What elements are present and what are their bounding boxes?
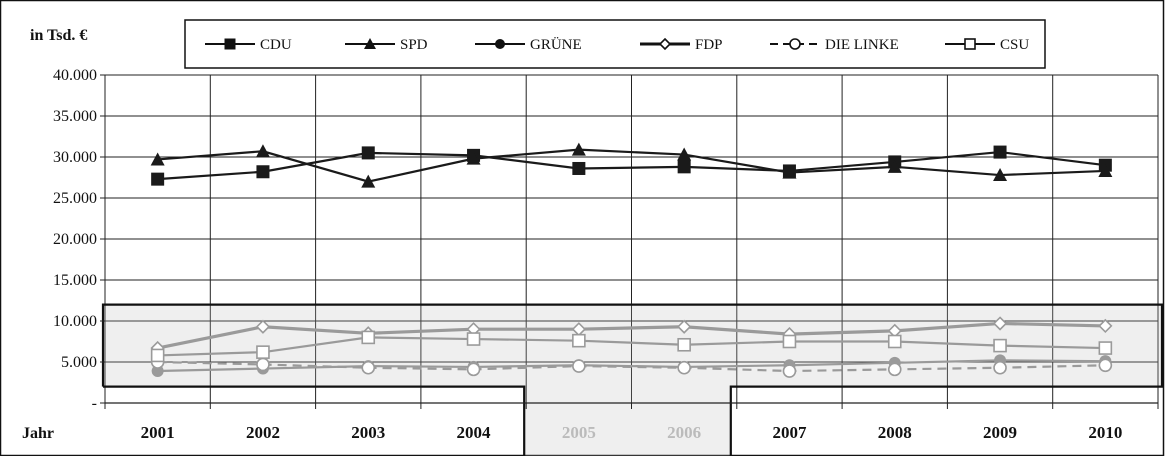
y-tick-label: 5.000 (61, 354, 97, 371)
x-axis-label: Jahr (22, 425, 54, 442)
legend-marker-csu (964, 38, 976, 50)
data-point-die-linke (361, 360, 376, 375)
x-tick-label: 2003 (351, 423, 385, 442)
y-tick-label: 10.000 (53, 313, 97, 330)
series-line-fdp (157, 321, 1106, 350)
data-point-cdu (993, 145, 1007, 159)
dimmed-years-fill (524, 386, 731, 456)
axis-layer: - 5.000 10.000 15.000 20.000 25.000 30.000 35.0… (53, 67, 1159, 442)
legend-label-fdp: FDP (695, 37, 723, 53)
y-tick-label: 15.000 (53, 272, 97, 289)
data-point-spd (571, 142, 586, 156)
data-point-fdp (1098, 318, 1113, 334)
y-unit-label: in Tsd. € (30, 27, 87, 44)
series-line-cdu (157, 150, 1106, 181)
series-line-csu (157, 336, 1106, 357)
data-point-spd (466, 151, 481, 165)
x-tick-label: 2005 (562, 423, 596, 442)
data-point-die-linke (572, 359, 586, 373)
y-tick-label: - (92, 395, 97, 412)
data-point-csu (572, 333, 586, 348)
data-point-csu (677, 337, 691, 352)
legend-marker-cdu (224, 38, 236, 50)
x-tick-label: 2010 (1088, 423, 1122, 442)
data-point-spd (1098, 163, 1113, 177)
data-point-fdp (255, 319, 271, 334)
data-point-die-linke (466, 362, 481, 377)
data-point-die-linke (993, 360, 1007, 375)
data-point-csu (887, 334, 902, 349)
data-point-csu (782, 334, 797, 349)
x-tick-label: 2008 (878, 423, 912, 442)
y-tick-label: 20.000 (53, 231, 97, 248)
data-point-cdu (256, 165, 270, 179)
legend-marker-die-linke (789, 38, 801, 50)
legend-box (184, 19, 1046, 69)
data-point-fdp (992, 316, 1008, 331)
y-tick-label: 25.000 (53, 190, 97, 207)
data-point-fdp (677, 319, 692, 334)
legend-marker-grüne (495, 39, 505, 49)
x-tick-label: 2001 (141, 423, 175, 442)
x-tick-label: 2002 (246, 423, 280, 442)
data-point-die-linke (887, 362, 902, 377)
x-tick-label: 2007 (772, 423, 807, 442)
legend-label-csu: CSU (1000, 37, 1029, 53)
data-point-spd (993, 168, 1008, 182)
legend-label-die-linke: DIE LINKE (825, 37, 899, 53)
data-point-die-linke (256, 357, 270, 372)
y-tick-label: 35.000 (53, 108, 97, 125)
data-point-csu (150, 348, 165, 363)
data-point-spd (677, 147, 692, 161)
data-point-csu (256, 345, 270, 359)
y-tick-label: 40.000 (53, 67, 97, 84)
highlight-band-outline (101, 303, 1164, 456)
data-point-csu (361, 330, 376, 345)
legend-marker-fdp (658, 37, 672, 51)
legend-label-grüne: GRÜNE (530, 36, 582, 53)
legend: CDU SPD GRÜNE FDP DIE LINKE CSU (184, 19, 1046, 69)
x-tick-label: 2006 (667, 423, 701, 442)
x-tick-label: 2004 (457, 423, 492, 442)
data-point-spd (782, 165, 797, 179)
data-point-csu (466, 332, 481, 346)
data-point-csu (1098, 341, 1113, 355)
data-point-die-linke (782, 364, 797, 378)
legend-label-spd: SPD (400, 37, 428, 53)
data-point-die-linke (1098, 358, 1113, 373)
data-point-cdu (677, 160, 691, 174)
data-point-cdu (151, 172, 165, 186)
data-point-cdu (572, 161, 586, 175)
data-point-spd (887, 159, 902, 173)
data-point-csu (993, 338, 1007, 353)
data-point-spd (361, 174, 376, 188)
legend-label-cdu: CDU (260, 37, 292, 53)
data-point-spd (150, 152, 165, 166)
legend-items: CDU SPD GRÜNE FDP DIE LINKE CSU (205, 36, 1029, 53)
y-tick-label: 30.000 (53, 149, 97, 166)
data-point-spd (255, 144, 270, 158)
legend-marker-spd (364, 38, 376, 49)
x-tick-label: 2009 (983, 423, 1017, 442)
series-layer (157, 148, 1106, 373)
data-point-die-linke (677, 360, 691, 375)
grid-layer (104, 74, 1159, 403)
series-line-spd (157, 148, 1106, 183)
marker-layer (150, 142, 1113, 378)
series-line-die-linke (157, 360, 1106, 373)
highlight-band-layer (101, 303, 1164, 456)
data-point-cdu (361, 146, 375, 160)
